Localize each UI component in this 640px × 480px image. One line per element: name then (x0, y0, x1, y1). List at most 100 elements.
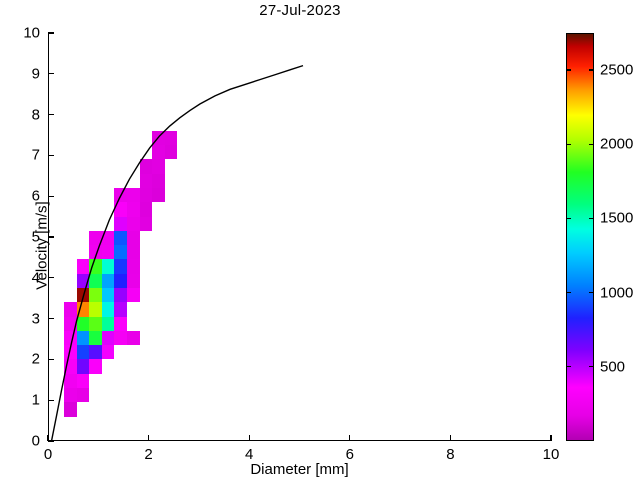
heatmap-cell (64, 316, 77, 331)
heatmap-cell (89, 288, 102, 303)
heatmap-cell (101, 259, 115, 274)
heatmap-cell (76, 373, 90, 388)
heatmap-cell (114, 288, 127, 303)
terminal-velocity-curve (50, 64, 304, 441)
heatmap-cell (126, 273, 140, 288)
heatmap-cell (126, 288, 140, 303)
plot-axes (48, 33, 551, 441)
heatmap-cell (76, 359, 90, 374)
heatmap-cell (76, 259, 90, 274)
heatmap-cell (89, 230, 102, 246)
heatmap-cell (114, 273, 127, 288)
x-tick-mark (147, 435, 150, 441)
heatmap-cell (89, 345, 102, 360)
colorbar-tick-mark (589, 366, 594, 368)
y-tick-label: 2 (31, 350, 40, 368)
heatmap-cell (126, 202, 140, 217)
y-tick-label: 4 (31, 269, 40, 287)
heatmap-cell (126, 188, 140, 203)
heatmap-cell (126, 245, 140, 260)
y-tick-mark (48, 236, 54, 238)
x-axis-title: Diameter [mm] (250, 461, 349, 478)
heatmap-cell (76, 387, 90, 403)
y-tick-label: 0 (31, 432, 40, 450)
heatmap-cell (101, 345, 115, 360)
heatmap-cell (76, 330, 90, 346)
x-tick-label: 8 (446, 446, 455, 463)
y-axis-title: Velocity [m/s] (33, 201, 51, 290)
colorbar (566, 33, 594, 441)
heatmap-cell (152, 173, 165, 189)
x-tick-mark (550, 435, 552, 441)
colorbar-tick-mark (566, 217, 571, 220)
y-tick-mark (48, 440, 54, 442)
colorbar-tick-mark (589, 69, 594, 71)
x-tick-label: 10 (542, 446, 560, 463)
heatmap-cell (76, 273, 90, 288)
y-tick-label: 6 (31, 187, 40, 205)
y-tick-label: 1 (31, 391, 40, 409)
y-tick-mark (48, 195, 54, 197)
colorbar-tick-mark (566, 291, 571, 294)
heatmap-cell (89, 273, 102, 288)
colorbar-tick-mark (566, 69, 571, 71)
heatmap-cell (89, 259, 102, 274)
heatmap-cell (76, 288, 90, 303)
heatmap-cell (76, 316, 90, 331)
heatmap-cell (139, 159, 153, 174)
x-tick-label: 6 (345, 446, 354, 463)
colorbar-tick-mark (566, 366, 571, 368)
colorbar-tick-label: 500 (600, 358, 626, 376)
colorbar-tick-mark (589, 291, 594, 294)
heatmap-cell (101, 245, 115, 260)
heatmap-cell (152, 188, 165, 203)
heatmap-cell (126, 216, 140, 231)
colorbar-tick-mark (589, 217, 594, 220)
y-tick-label: 3 (31, 310, 40, 328)
heatmap-cell (101, 316, 115, 331)
heatmap-cell (114, 216, 127, 231)
heatmap-cell (76, 345, 90, 360)
heatmap-cell (64, 373, 77, 388)
y-tick-label: 8 (31, 106, 40, 124)
heatmap-cell (64, 387, 77, 403)
heatmap-cell (126, 259, 140, 274)
heatmap-cell (139, 202, 153, 217)
x-tick-label: 4 (245, 446, 254, 463)
y-tick-mark (48, 317, 54, 320)
heatmap-cell (101, 288, 115, 303)
colorbar-gradient (567, 34, 593, 440)
heatmap-cell (64, 302, 77, 317)
x-tick-label: 2 (144, 446, 153, 463)
heatmap-cell (114, 330, 127, 346)
y-tick-label: 5 (31, 228, 40, 246)
colorbar-tick-mark (566, 143, 571, 145)
heatmap-cell (101, 302, 115, 317)
heatmap-cell (101, 230, 115, 246)
heatmap-cell (164, 130, 178, 146)
colorbar-tick-label: 1000 (600, 284, 634, 302)
x-tick-mark (47, 435, 49, 441)
heatmap-canvas (49, 33, 551, 440)
heatmap-cell (76, 302, 90, 317)
x-tick-mark (349, 435, 351, 441)
y-tick-mark (48, 277, 54, 279)
x-tick-mark (248, 435, 250, 441)
x-tick-label: 0 (43, 446, 53, 463)
y-tick-mark (48, 73, 54, 75)
x-tick-mark (449, 435, 452, 441)
y-tick-mark (48, 358, 54, 361)
heatmap-cell (89, 330, 102, 346)
heatmap-cell (64, 402, 77, 417)
chart-title: 27-Jul-2023 (259, 2, 341, 19)
colorbar-tick-mark (589, 143, 594, 145)
y-tick-mark (48, 399, 54, 401)
heatmap-cell (89, 316, 102, 331)
heatmap-cell (126, 330, 140, 346)
heatmap-cell (101, 330, 115, 346)
heatmap-cell (152, 159, 165, 174)
heatmap-cell (114, 316, 127, 331)
heatmap-cell (152, 145, 165, 160)
heatmap-cell (126, 230, 140, 246)
heatmap-cell (89, 302, 102, 317)
